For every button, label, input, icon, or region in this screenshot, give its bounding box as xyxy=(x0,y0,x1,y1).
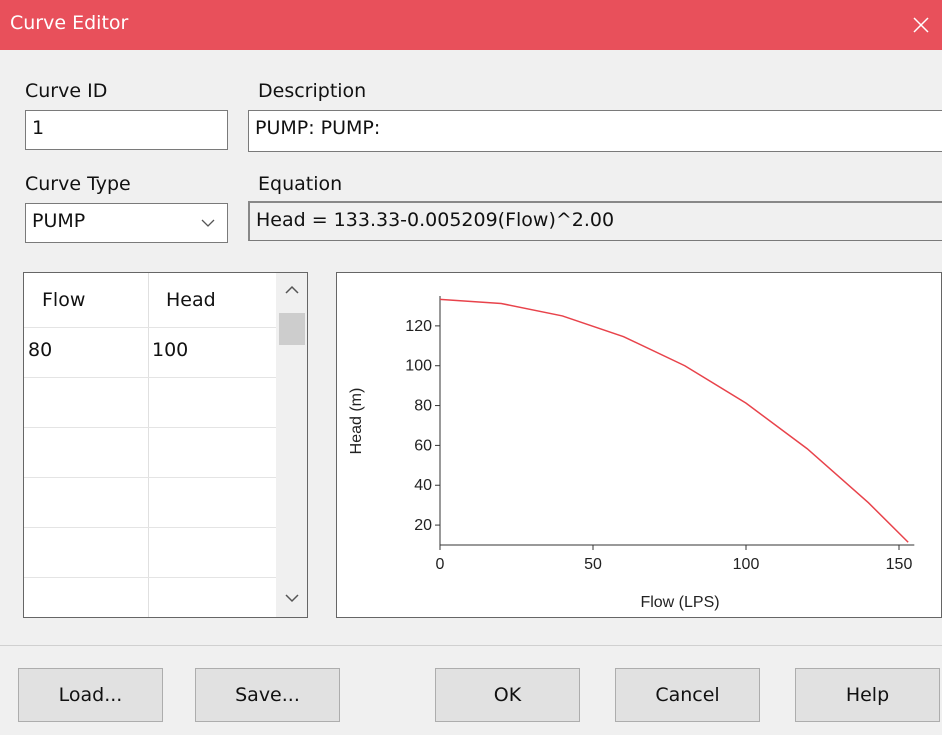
scroll-down[interactable] xyxy=(285,593,299,603)
dropdown[interactable]: PUMP xyxy=(25,203,228,243)
column-header: Head xyxy=(166,289,216,311)
text-input[interactable]: PUMP: PUMP: xyxy=(248,110,942,152)
text-output: Head = 133.33-0.005209(Flow)^2.00 xyxy=(248,201,942,241)
scroll-thumb[interactable] xyxy=(279,313,305,345)
scrollbar[interactable] xyxy=(276,273,307,617)
label: Description xyxy=(258,80,367,102)
chart: 20 40 60 80 100 120 0 50 100 150 Flow (LPS) Head (m… xyxy=(336,272,942,618)
text-input[interactable]: 1 xyxy=(25,110,228,150)
y-tick-label: 40 xyxy=(414,477,432,494)
button[interactable]: OK xyxy=(435,668,580,722)
column-header: Flow xyxy=(42,289,86,311)
x-tick-label: 150 xyxy=(886,556,913,573)
curve xyxy=(439,298,909,543)
scroll-up[interactable] xyxy=(285,285,299,295)
label: Equation xyxy=(258,173,343,195)
y-axis-label: Head (m) xyxy=(348,388,365,455)
x-tick-label: 50 xyxy=(584,556,602,573)
y-tick-label: 80 xyxy=(414,398,432,415)
row-line xyxy=(24,577,276,578)
y-tick-label: 20 xyxy=(414,517,432,534)
window-title: Curve Editor xyxy=(10,12,129,34)
button[interactable]: Load... xyxy=(18,668,163,722)
row-line xyxy=(24,377,276,378)
label: Curve Type xyxy=(25,173,131,195)
dropdown-value: PUMP xyxy=(32,210,86,232)
x-axis-label: Flow (LPS) xyxy=(640,594,719,611)
title-bar: Curve Editor xyxy=(0,0,942,50)
row-line xyxy=(24,427,276,428)
cell[interactable]: 100 xyxy=(152,339,189,361)
data-grid[interactable]: Flow Head 80 100 xyxy=(23,272,308,618)
button[interactable]: Cancel xyxy=(615,668,760,722)
row-line xyxy=(24,477,276,478)
dropdown-arrow xyxy=(201,219,215,227)
x-tick-label: 0 xyxy=(436,556,445,573)
button[interactable]: Save... xyxy=(195,668,340,722)
button[interactable]: Help xyxy=(795,668,940,722)
row-line xyxy=(24,327,276,328)
row-line xyxy=(24,527,276,528)
cell[interactable]: 80 xyxy=(28,339,53,361)
y-tick-label: 120 xyxy=(405,318,432,335)
column-divider xyxy=(148,273,149,617)
close-button[interactable] xyxy=(912,16,930,34)
y-tick-label: 60 xyxy=(414,437,432,454)
x-tick-label: 100 xyxy=(733,556,760,573)
separator xyxy=(0,645,942,646)
label: Curve ID xyxy=(25,80,108,102)
y-tick-label: 100 xyxy=(405,358,432,375)
